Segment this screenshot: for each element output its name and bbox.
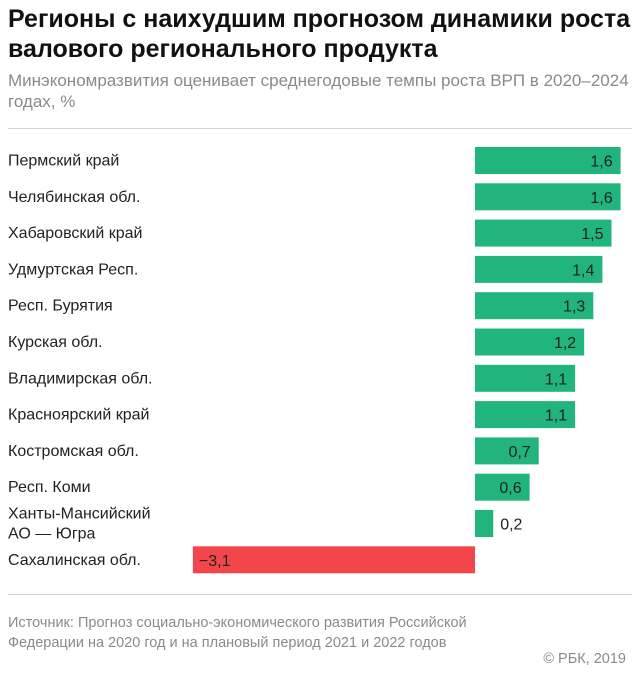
bar <box>475 510 494 537</box>
value-label: 1,1 <box>545 371 567 388</box>
bottom-divider <box>8 594 632 595</box>
bar <box>475 292 594 320</box>
value-label: 1,1 <box>545 408 567 425</box>
value-label: 0,2 <box>500 517 522 534</box>
bar <box>475 437 539 465</box>
category-label: Красноярский край <box>8 407 149 424</box>
chart-subtitle: Минэкономразвития оценивает среднегодовы… <box>8 71 629 111</box>
value-label: 1,6 <box>590 154 612 171</box>
category-label: Хабаровский край <box>8 225 142 242</box>
category-label: Сахалинская обл. <box>8 552 141 569</box>
category-label: Курская обл. <box>8 334 103 351</box>
value-label: 1,5 <box>581 226 603 243</box>
category-label: Ханты-Мансийский <box>8 506 151 523</box>
bar <box>475 401 576 429</box>
bar <box>475 328 585 356</box>
top-divider <box>8 128 632 129</box>
chart-title: Регионы с наихудшим прогнозом динамики р… <box>8 5 631 63</box>
copyright: © РБК, 2019 <box>543 651 626 667</box>
bar <box>475 364 576 392</box>
category-label: Челябинская обл. <box>8 189 140 206</box>
bar <box>475 183 621 211</box>
value-label: 1,4 <box>572 262 594 279</box>
value-label: 0,7 <box>508 444 530 461</box>
value-label: 1,2 <box>554 335 576 352</box>
category-label: Костромская обл. <box>8 443 139 460</box>
bar-chart: Пермский край 1,6 Челябинская обл. 1,6 Хабар… <box>8 147 621 574</box>
bar <box>475 473 530 501</box>
bar <box>475 219 612 247</box>
category-label: Пермский край <box>8 153 119 170</box>
category-label: Респ. Бурятия <box>8 298 113 315</box>
source-note: Источник: Прогноз социально-экономическо… <box>8 615 467 651</box>
value-label: 0,6 <box>499 480 521 497</box>
bar <box>475 147 621 174</box>
bar <box>475 255 603 283</box>
bar <box>192 546 475 574</box>
category-label: Удмуртская Респ. <box>8 261 138 278</box>
value-label: 1,3 <box>563 299 585 316</box>
category-label: Владимирская обл. <box>8 370 153 387</box>
value-label: 1,6 <box>590 190 612 207</box>
category-label: Респ. Коми <box>8 479 91 496</box>
category-label: АО — Югра <box>8 526 96 543</box>
value-label: −3,1 <box>199 553 231 570</box>
